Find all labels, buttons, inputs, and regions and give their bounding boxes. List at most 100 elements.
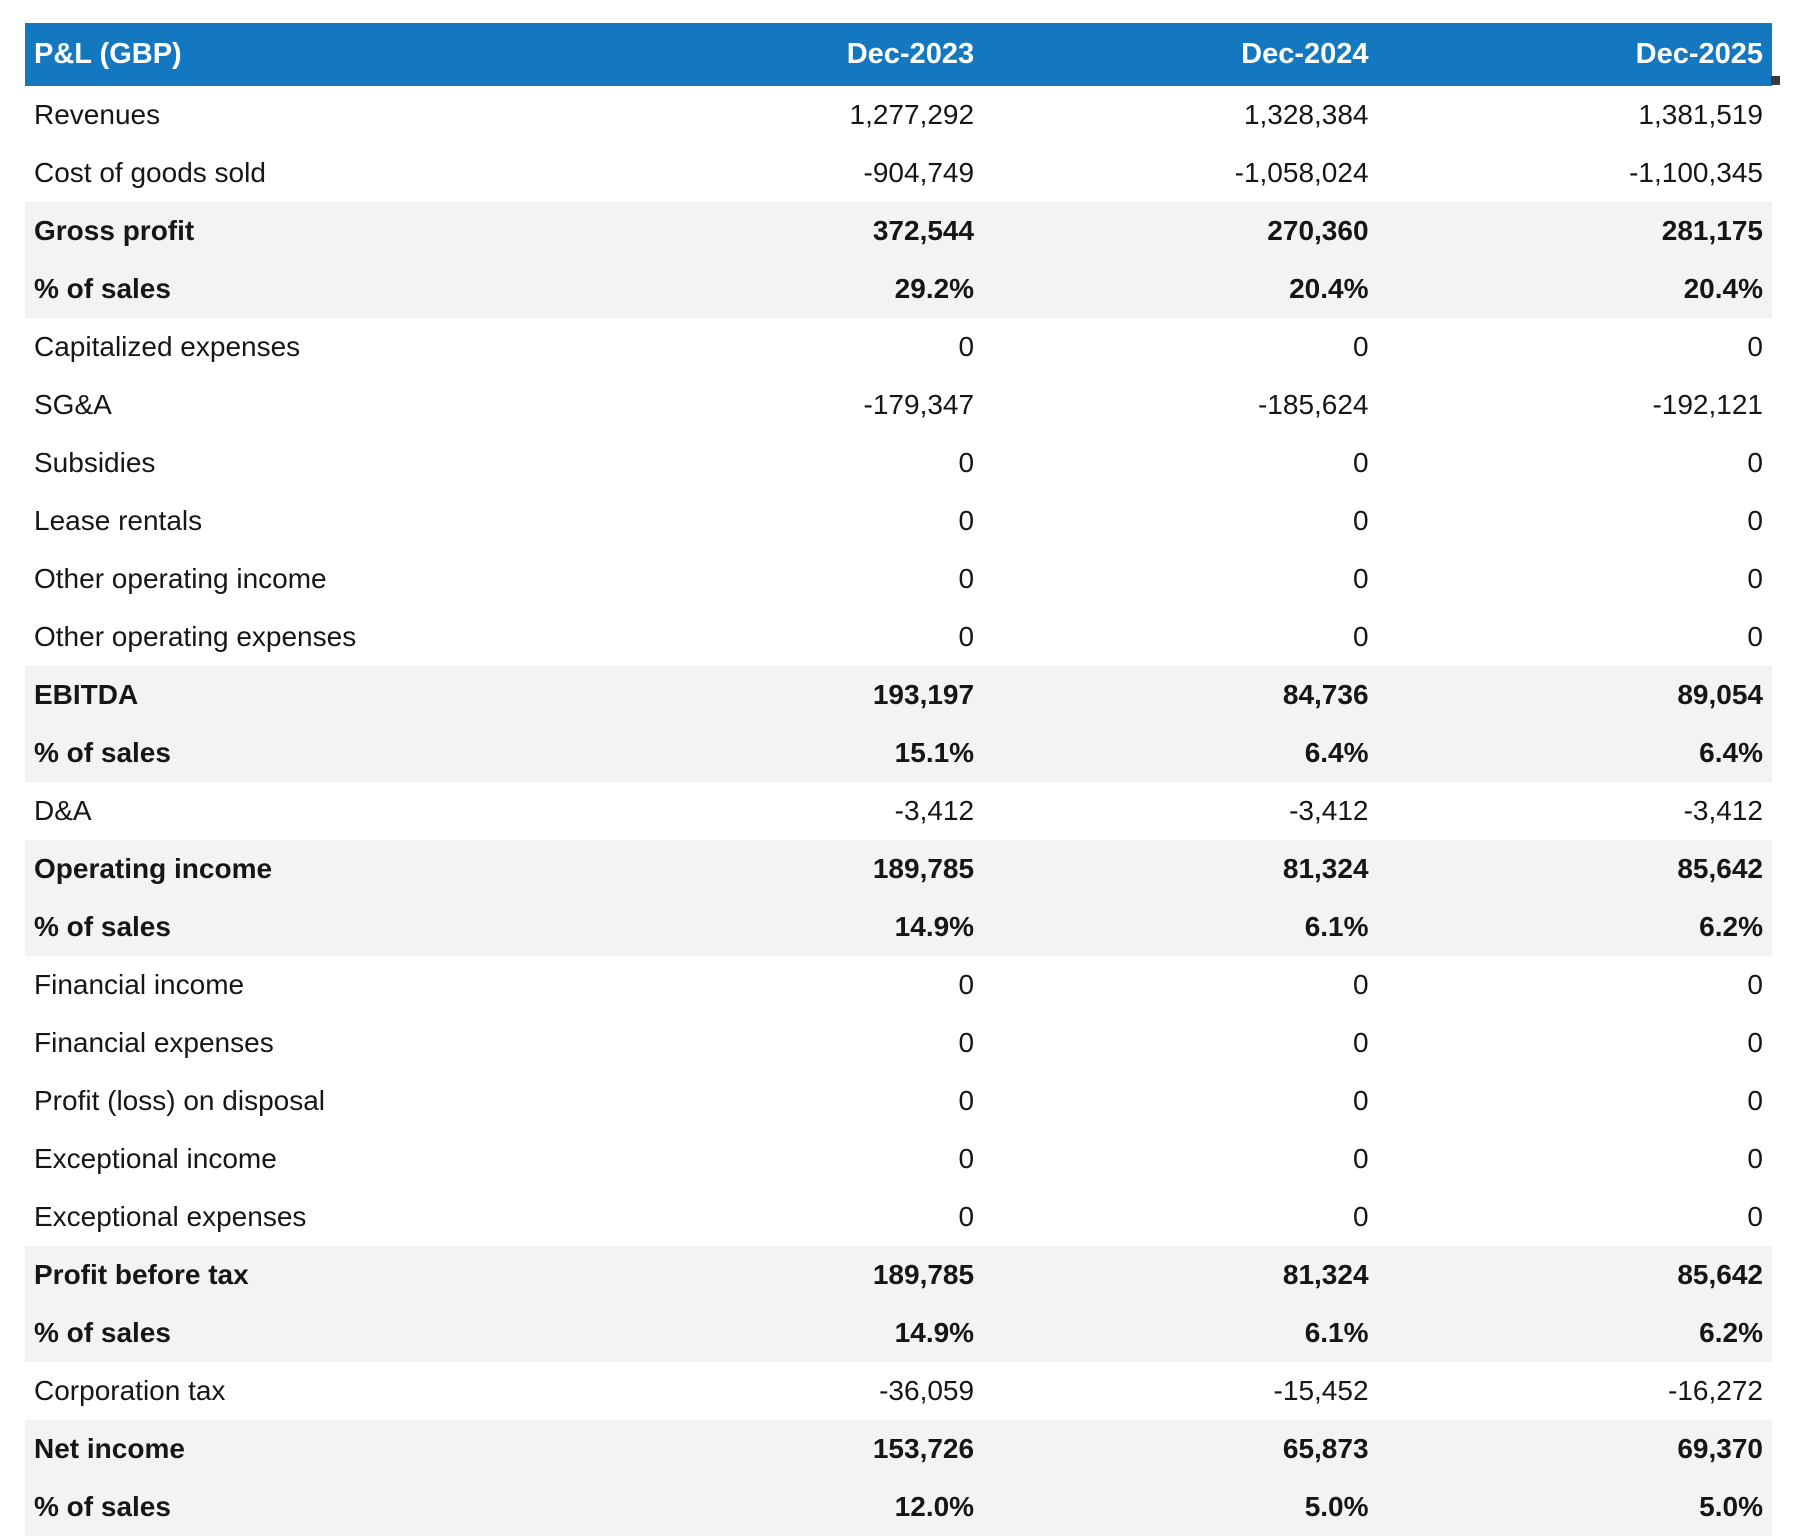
cell-dec-2025: 0	[1747, 1027, 1763, 1058]
row-label: Corporation tax	[34, 1375, 226, 1406]
cell-dec-2023: 153,726	[588, 1420, 984, 1478]
cell-dec-2024: 0	[1352, 969, 1369, 1000]
cell-dec-2023: 29.2%	[588, 260, 984, 318]
cell-dec-2025: 85,642	[1377, 840, 1772, 898]
cell-dec-2024: 81,324	[983, 840, 1378, 898]
row-label: % of sales	[25, 1478, 589, 1536]
cell-dec-2023: 0	[958, 563, 975, 594]
table-row: % of sales 29.2% 20.4% 20.4%	[25, 260, 1772, 318]
row-label: % of sales	[25, 724, 589, 782]
cell-dec-2025: 0	[1747, 1085, 1763, 1116]
cell-dec-2024: 270,360	[983, 202, 1378, 260]
cell-dec-2025: -192,121	[1652, 389, 1763, 420]
cell-dec-2024: 20.4%	[983, 260, 1378, 318]
cell-dec-2023: 0	[958, 969, 975, 1000]
cell-dec-2023: 372,544	[588, 202, 984, 260]
table-row: Capitalized expenses 0 0 0	[25, 318, 1772, 376]
table-row: Lease rentals 0 0 0	[25, 492, 1772, 550]
table-row: Revenues 1,277,292 1,328,384 1,381,519	[25, 86, 1772, 144]
cell-dec-2024: 0	[1352, 1143, 1369, 1174]
table-row: Financial expenses 0 0 0	[25, 1014, 1772, 1072]
cell-dec-2023: 189,785	[588, 840, 984, 898]
cell-dec-2023: 0	[958, 1143, 975, 1174]
cell-dec-2024: 0	[1352, 505, 1369, 536]
row-label: Cost of goods sold	[34, 157, 266, 188]
column-header-dec-2025: Dec-2025	[1377, 23, 1772, 86]
cell-dec-2025: -1,100,345	[1629, 157, 1763, 188]
cell-dec-2023: 0	[958, 1085, 975, 1116]
column-header-dec-2023: Dec-2023	[588, 23, 984, 86]
cell-dec-2025: 0	[1747, 505, 1763, 536]
cell-dec-2025: 6.2%	[1377, 1304, 1772, 1362]
cell-dec-2025: -16,272	[1668, 1375, 1763, 1406]
cell-dec-2024: 6.1%	[983, 1304, 1378, 1362]
cell-dec-2025: -3,412	[1683, 795, 1763, 826]
row-label: Exceptional expenses	[34, 1201, 307, 1232]
row-label: Profit (loss) on disposal	[34, 1085, 326, 1116]
row-label: % of sales	[25, 1304, 589, 1362]
cell-dec-2024: 1,328,384	[1243, 99, 1369, 130]
table-row: Operating income 189,785 81,324 85,642	[25, 840, 1772, 898]
cell-dec-2024: 0	[1352, 1085, 1369, 1116]
table-row: SG&A -179,347 -185,624 -192,121	[25, 376, 1772, 434]
table-row: Gross profit 372,544 270,360 281,175	[25, 202, 1772, 260]
cell-dec-2024: 0	[1352, 1201, 1369, 1232]
cell-dec-2023: 12.0%	[588, 1478, 984, 1536]
cell-dec-2024: 0	[1352, 563, 1369, 594]
cell-dec-2025: 0	[1747, 621, 1763, 652]
cell-dec-2024: 6.4%	[983, 724, 1378, 782]
cell-dec-2025: 89,054	[1377, 666, 1772, 724]
cell-dec-2023: 189,785	[588, 1246, 984, 1304]
cell-dec-2023: 0	[958, 1201, 975, 1232]
row-label: Profit before tax	[25, 1246, 589, 1304]
table-row: Other operating income 0 0 0	[25, 550, 1772, 608]
cell-dec-2024: 84,736	[983, 666, 1378, 724]
cell-dec-2025: 0	[1747, 447, 1763, 478]
row-label: Revenues	[34, 99, 161, 130]
cell-dec-2023: 0	[958, 331, 975, 362]
table-row: Subsidies 0 0 0	[25, 434, 1772, 492]
table-row: Other operating expenses 0 0 0	[25, 608, 1772, 666]
cell-dec-2023: 193,197	[588, 666, 984, 724]
cell-dec-2024: -185,624	[1257, 389, 1369, 420]
cell-dec-2023: 0	[958, 1027, 975, 1058]
table-row: EBITDA 193,197 84,736 89,054	[25, 666, 1772, 724]
row-label: Subsidies	[34, 447, 156, 478]
cell-dec-2025: 6.4%	[1377, 724, 1772, 782]
pnl-statement-page: { "table": { "title": "P&L (GBP)", "colu…	[25, 23, 1780, 1536]
cell-dec-2025: 69,370	[1377, 1420, 1772, 1478]
cell-dec-2025: 0	[1747, 1143, 1763, 1174]
row-label: Other operating income	[34, 563, 327, 594]
row-label: Capitalized expenses	[34, 331, 301, 362]
header-corner-mark	[1771, 76, 1780, 85]
table-title: P&L (GBP)	[25, 23, 589, 86]
cell-dec-2023: 0	[958, 447, 975, 478]
table-row: Net income 153,726 65,873 69,370	[25, 1420, 1772, 1478]
cell-dec-2024: -1,058,024	[1234, 157, 1369, 188]
cell-dec-2024: 5.0%	[983, 1478, 1378, 1536]
cell-dec-2025: 85,642	[1377, 1246, 1772, 1304]
table-row: Financial income 0 0 0	[25, 956, 1772, 1014]
header-row: P&L (GBP) Dec-2023 Dec-2024 Dec-2025	[25, 23, 1772, 86]
cell-dec-2024: 65,873	[983, 1420, 1378, 1478]
cell-dec-2025: 0	[1747, 563, 1763, 594]
cell-dec-2025: 281,175	[1377, 202, 1772, 260]
table-row: Cost of goods sold -904,749 -1,058,024 -…	[25, 144, 1772, 202]
cell-dec-2024: 0	[1352, 621, 1369, 652]
cell-dec-2024: -3,412	[1289, 795, 1369, 826]
table-row: Profit (loss) on disposal 0 0 0	[25, 1072, 1772, 1130]
cell-dec-2024: 0	[1352, 331, 1369, 362]
row-label: Lease rentals	[34, 505, 203, 536]
cell-dec-2024: -15,452	[1273, 1375, 1369, 1406]
cell-dec-2023: 0	[958, 621, 975, 652]
row-label: Financial expenses	[34, 1027, 274, 1058]
cell-dec-2023: 1,277,292	[849, 99, 975, 130]
table-row: % of sales 14.9% 6.1% 6.2%	[25, 1304, 1772, 1362]
cell-dec-2025: 1,381,519	[1638, 99, 1763, 130]
column-header-dec-2024: Dec-2024	[983, 23, 1378, 86]
row-label: % of sales	[25, 260, 589, 318]
cell-dec-2024: 81,324	[983, 1246, 1378, 1304]
row-label: Gross profit	[25, 202, 589, 260]
cell-dec-2023: 14.9%	[588, 1304, 984, 1362]
cell-dec-2023: -904,749	[863, 157, 975, 188]
